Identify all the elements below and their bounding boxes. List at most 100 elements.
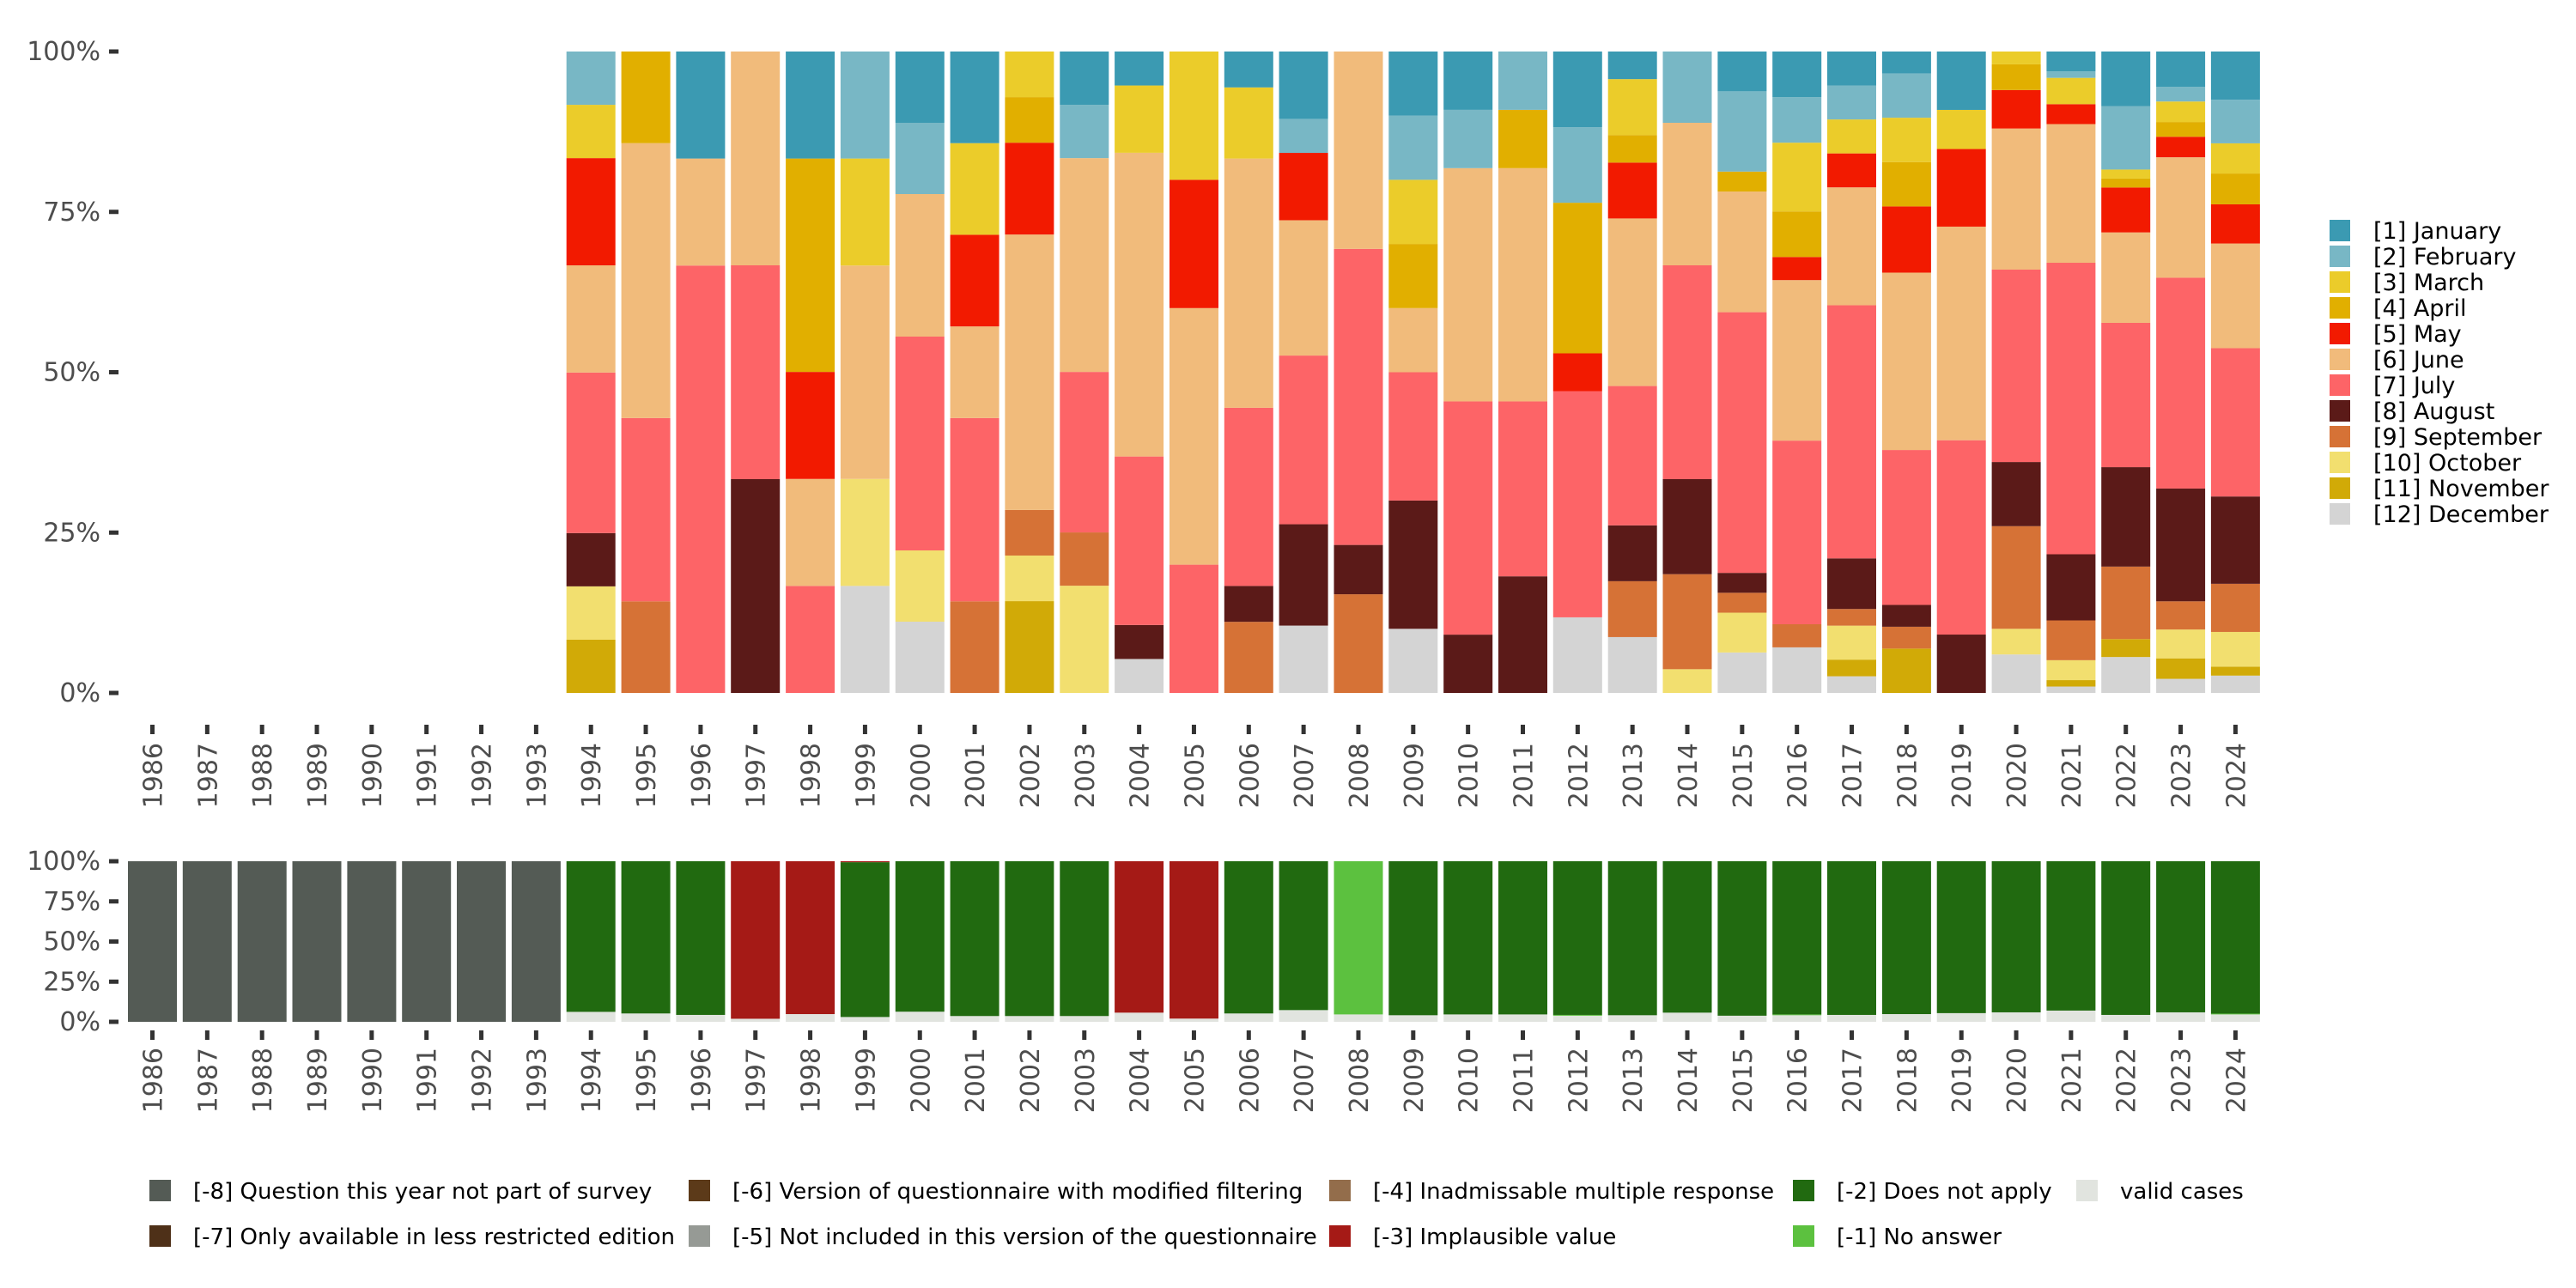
bar-segment-2007-7-july — [1279, 355, 1328, 525]
x-tick-label: 2012 — [1564, 1048, 1594, 1113]
bar-segment-1999-6-june — [840, 265, 890, 479]
bar-segment-2008-9-september — [1334, 594, 1383, 693]
x-tick-label: 2003 — [1071, 743, 1101, 808]
bar-segment-2021-2-does-not-apply — [2046, 861, 2096, 1011]
bar-segment-2001-5-may — [950, 234, 999, 327]
legend-label: [5] May — [2373, 321, 2462, 348]
bar-segment-2011-4-april — [1498, 109, 1547, 168]
bar-segment-2013-2-does-not-apply — [1607, 861, 1657, 1016]
x-tick-label: 2019 — [1947, 743, 1978, 808]
bar-segment-2023-10-october — [2156, 629, 2206, 659]
x-tick-label: 2019 — [1947, 1048, 1978, 1113]
bar-segment-2003-10-october — [1060, 586, 1109, 693]
bar-segment-2016-valid-cases — [1772, 1015, 1822, 1022]
bar-segment-1999-2-does-not-apply — [840, 862, 890, 1018]
bar-segment-2017-12-december — [1827, 676, 1876, 693]
bar-segment-2017-6-june — [1827, 187, 1876, 306]
bar-segment-2002-valid-cases — [1005, 1016, 1054, 1022]
bar-segment-2006-3-march — [1224, 87, 1273, 159]
bar-segment-1994-11-november — [566, 639, 616, 693]
bar-segment-2020-4-april — [1991, 64, 2041, 90]
bar-segment-2010-7-july — [1443, 401, 1493, 635]
x-tick-label: 2021 — [2057, 1048, 2087, 1113]
bar-segment-2020-5-may — [1991, 89, 2041, 129]
bar-segment-2018-5-may — [1881, 206, 1931, 273]
bar-segment-2023-4-april — [2156, 122, 2206, 137]
legend-label: [-5] Not included in this version of the… — [732, 1224, 1317, 1250]
bar-segment-2008-6-june — [1334, 52, 1383, 249]
bar-segment-2001-valid-cases — [950, 1016, 999, 1022]
bar-segment-2017-5-may — [1827, 153, 1876, 188]
bar-segment-2018-4-april — [1881, 161, 1931, 207]
bar-segment-2020-valid-cases — [1991, 1012, 2041, 1022]
bar-segment-2012-7-july — [1552, 391, 1602, 617]
bar-segment-2006-6-june — [1224, 158, 1273, 408]
x-tick-label: 2008 — [1345, 743, 1375, 808]
bar-segment-2005-6-june — [1170, 307, 1218, 565]
bar-segment-1991-8-question-this-year-not-part-of-survey — [402, 861, 452, 1022]
bar-segment-2007-6-june — [1279, 220, 1328, 356]
top-chart-x-axis: 1986 1987 1988 1989 1990 1991 1992 1993 1994 1995… — [139, 725, 2251, 808]
x-tick-label: 2013 — [1619, 1048, 1649, 1113]
x-tick-label: 2021 — [2057, 743, 2087, 808]
x-tick-label: 1992 — [468, 743, 498, 808]
bar-segment-1996-1-january — [676, 52, 726, 159]
bar-segment-2024-6-june — [2210, 243, 2260, 349]
legend-item: [4] April — [2330, 295, 2467, 322]
bar-segment-2024-8-august — [2210, 496, 2260, 584]
bar-segment-1998-valid-cases — [786, 1014, 835, 1022]
bar-segment-2002-6-june — [1005, 234, 1054, 510]
legend-item: [-4] Inadmissable multiple response — [1329, 1179, 1774, 1205]
bar-segment-2024-3-march — [2210, 143, 2260, 174]
x-tick-label: 1996 — [687, 1048, 717, 1113]
legend-label: [2] February — [2373, 244, 2516, 270]
legend-item: [-5] Not included in this version of the… — [689, 1224, 1317, 1250]
bar-segment-2007-5-may — [1279, 153, 1328, 221]
legend-swatch — [2330, 349, 2350, 370]
bar-segment-1997-8-august — [731, 479, 781, 693]
bar-segment-2022-2-february — [2101, 106, 2151, 170]
bar-segment-2014-valid-cases — [1662, 1012, 1712, 1022]
bar-segment-2017-10-october — [1827, 625, 1876, 660]
bar-segment-2021-7-july — [2046, 263, 2096, 555]
bar-segment-2021-11-november — [2046, 680, 2096, 687]
bar-segment-2024-1-no-answer — [2210, 1013, 2260, 1015]
bar-segment-2000-7-july — [895, 337, 945, 550]
bar-segment-2015-12-december — [1717, 652, 1767, 693]
bar-segment-2000-12-december — [895, 622, 945, 693]
bar-segment-2007-8-august — [1279, 524, 1328, 626]
x-tick-label: 1990 — [358, 1048, 388, 1113]
x-tick-label: 2012 — [1564, 743, 1594, 808]
bar-segment-2011-2-february — [1498, 52, 1547, 110]
bar-segment-2024-7-july — [2210, 348, 2260, 497]
legend-label: [-6] Version of questionnaire with modif… — [732, 1179, 1303, 1205]
legend-swatch — [1329, 1180, 1351, 1201]
legend-item: valid cases — [2076, 1179, 2244, 1205]
bar-segment-2013-12-december — [1607, 636, 1657, 693]
x-tick-label: 1994 — [577, 1048, 607, 1113]
x-tick-label: 2020 — [2002, 743, 2032, 808]
legend-swatch — [149, 1225, 171, 1247]
bar-segment-2004-8-august — [1115, 624, 1164, 659]
bar-segment-2007-valid-cases — [1279, 1010, 1328, 1022]
bar-segment-2020-7-july — [1991, 269, 2041, 463]
x-tick-label: 1989 — [303, 743, 333, 808]
x-tick-label: 2018 — [1893, 743, 1923, 808]
x-tick-label: 1996 — [687, 743, 717, 808]
bar-segment-2000-1-january — [895, 52, 945, 123]
bar-segment-1994-6-june — [566, 265, 616, 373]
bar-segment-2008-valid-cases — [1334, 1014, 1383, 1022]
bar-segment-2009-6-june — [1388, 307, 1438, 373]
x-tick-label: 2008 — [1345, 1048, 1375, 1113]
bar-segment-2012-1-january — [1552, 52, 1602, 128]
missing-values-legend: [-8] Question this year not part of surv… — [149, 1179, 2244, 1250]
legend-swatch — [2330, 323, 2350, 344]
legend-swatch — [689, 1225, 710, 1247]
bar-segment-2022-12-december — [2101, 657, 2151, 693]
x-tick-label: 2001 — [961, 743, 991, 808]
bar-segment-1987-8-question-this-year-not-part-of-survey — [182, 861, 232, 1022]
x-tick-label: 1994 — [577, 743, 607, 808]
bar-segment-2018-9-september — [1881, 626, 1931, 649]
bar-segment-2017-2-does-not-apply — [1827, 861, 1876, 1015]
